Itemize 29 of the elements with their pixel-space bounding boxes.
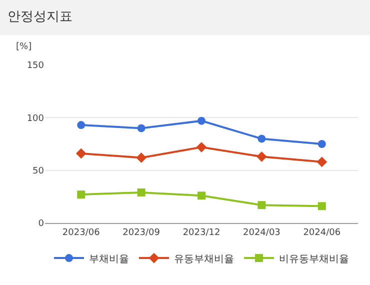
point (136, 152, 147, 163)
point (198, 192, 206, 200)
y-tick-label: 50 (32, 166, 44, 176)
y-tick-label: 150 (26, 61, 44, 72)
x-tick-label: 2023/06 (62, 228, 100, 238)
y-tick-label: 100 (26, 114, 44, 124)
point (196, 142, 207, 152)
point (318, 140, 326, 148)
chart-title: 안정성지표 (7, 10, 72, 24)
point (256, 151, 267, 162)
point (316, 156, 328, 168)
point (77, 190, 86, 199)
x-tick-label: 2023/12 (182, 228, 220, 238)
y-tick-label: 0 (38, 219, 44, 230)
legend-label: 유동부채비율 (174, 254, 234, 265)
point (77, 121, 86, 130)
y-axis-title: [%] (16, 42, 32, 52)
legend-label: 부채비율 (89, 254, 129, 265)
point (258, 134, 266, 143)
point (198, 116, 206, 125)
x-tick-label: 2023/09 (122, 228, 160, 238)
point (258, 201, 266, 210)
x-tick-label: 2024/06 (303, 228, 341, 238)
point (318, 202, 326, 210)
point (137, 188, 146, 196)
point (137, 124, 146, 132)
legend-label: 비유동부채비율 (279, 254, 349, 265)
x-tick-label: 2024/03 (242, 228, 280, 238)
point (76, 148, 86, 159)
